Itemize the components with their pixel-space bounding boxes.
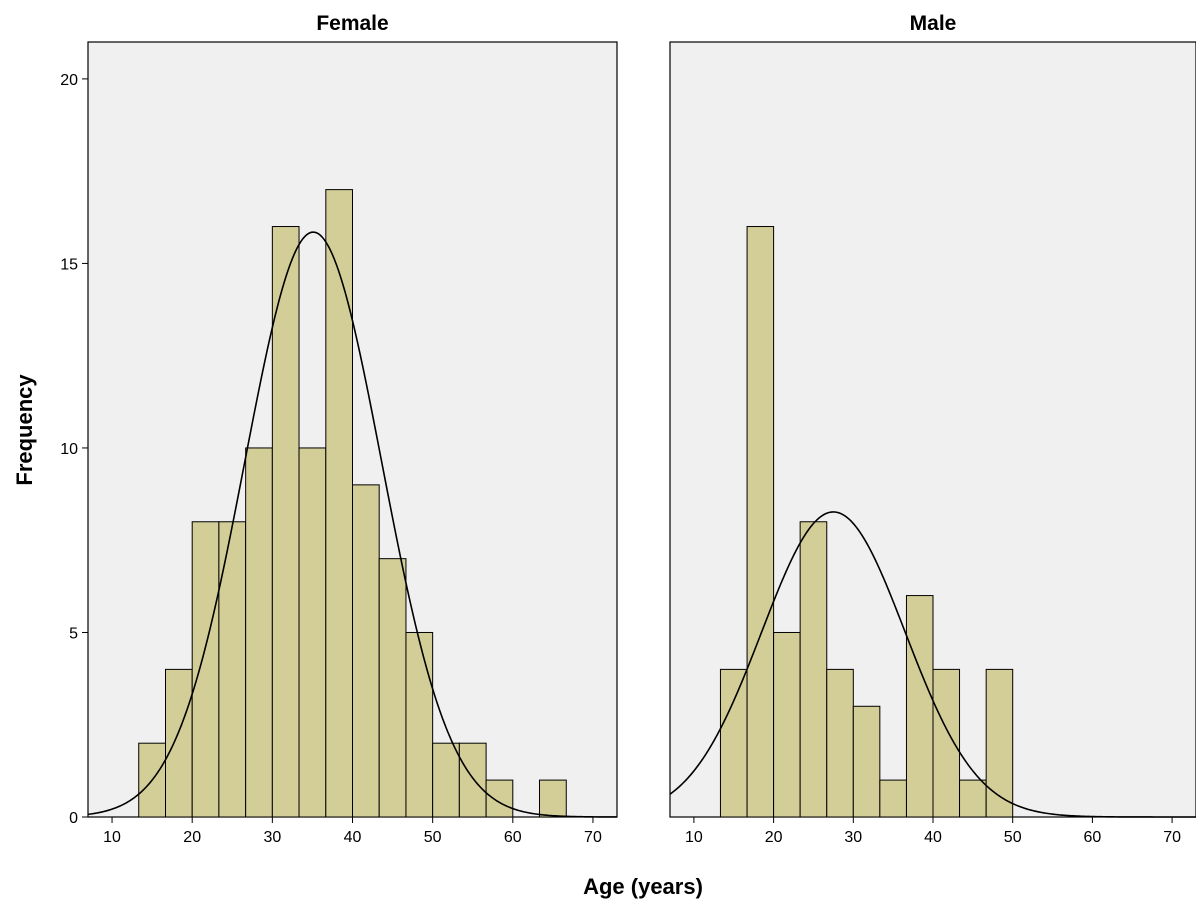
x-tick-label-male-70: 70: [1163, 829, 1181, 846]
bar-female-1: [165, 668, 193, 818]
x-tick-label-male-50: 50: [1004, 829, 1022, 846]
bar-female-6: [298, 447, 327, 818]
x-tick-label-male-20: 20: [765, 829, 783, 846]
panel-female: 10 20 30 40 50 60 70 0 5 10 15 20 Female: [60, 12, 618, 846]
bar-male-4: [826, 668, 854, 818]
x-tick-label-female-50: 50: [424, 829, 442, 846]
bar-male-6: [879, 779, 907, 818]
normal-curve-male: [669, 511, 1196, 818]
x-tick-label-female-40: 40: [344, 829, 362, 846]
bar-male-8: [932, 668, 961, 818]
x-tick-label-male-10: 10: [685, 829, 703, 846]
bar-female-12: [458, 742, 487, 818]
bar-female-14: [538, 779, 567, 818]
x-tick-label-male-40: 40: [924, 829, 942, 846]
panel-male: 10 20 30 40 50 60 70 Male: [669, 12, 1196, 846]
panel-title-female: Female: [316, 12, 388, 35]
y-tick-label-20: 20: [60, 72, 78, 89]
x-tick-label-female-10: 10: [103, 829, 121, 846]
x-tick-label-male-60: 60: [1083, 829, 1101, 846]
bar-male-7: [905, 595, 934, 818]
bar-female-3: [218, 521, 247, 818]
bar-male-2: [773, 631, 801, 818]
bar-female-13: [485, 779, 514, 818]
x-tick-label-female-20: 20: [183, 829, 201, 846]
y-axis-label: Frequency: [12, 374, 37, 486]
bar-female-5: [271, 226, 300, 818]
x-tick-label-female-60: 60: [504, 829, 522, 846]
bar-female-4: [245, 447, 273, 818]
bar-female-10: [405, 631, 434, 818]
x-axis-label: Age (years): [583, 874, 703, 899]
bar-male-3: [799, 521, 828, 818]
y-tick-label-0: 0: [69, 810, 78, 827]
bar-female-8: [352, 484, 380, 818]
bar-female-7: [325, 189, 353, 818]
x-tick-label-male-30: 30: [844, 829, 862, 846]
bar-male-1: [746, 226, 775, 818]
bar-female-2: [191, 521, 220, 818]
bar-male-9: [959, 779, 987, 818]
bar-female-11: [432, 742, 460, 818]
x-tick-label-female-30: 30: [263, 829, 281, 846]
bar-male-10: [985, 668, 1014, 818]
x-tick-label-female-70: 70: [584, 829, 602, 846]
y-tick-label-15: 15: [60, 256, 78, 273]
bar-female-9: [378, 558, 407, 818]
y-tick-label-5: 5: [69, 625, 78, 642]
y-tick-label-10: 10: [60, 441, 78, 458]
bar-male-5: [852, 705, 881, 818]
normal-curve-female: [87, 231, 618, 818]
bar-male-0: [719, 668, 748, 818]
panel-title-male: Male: [910, 12, 957, 35]
